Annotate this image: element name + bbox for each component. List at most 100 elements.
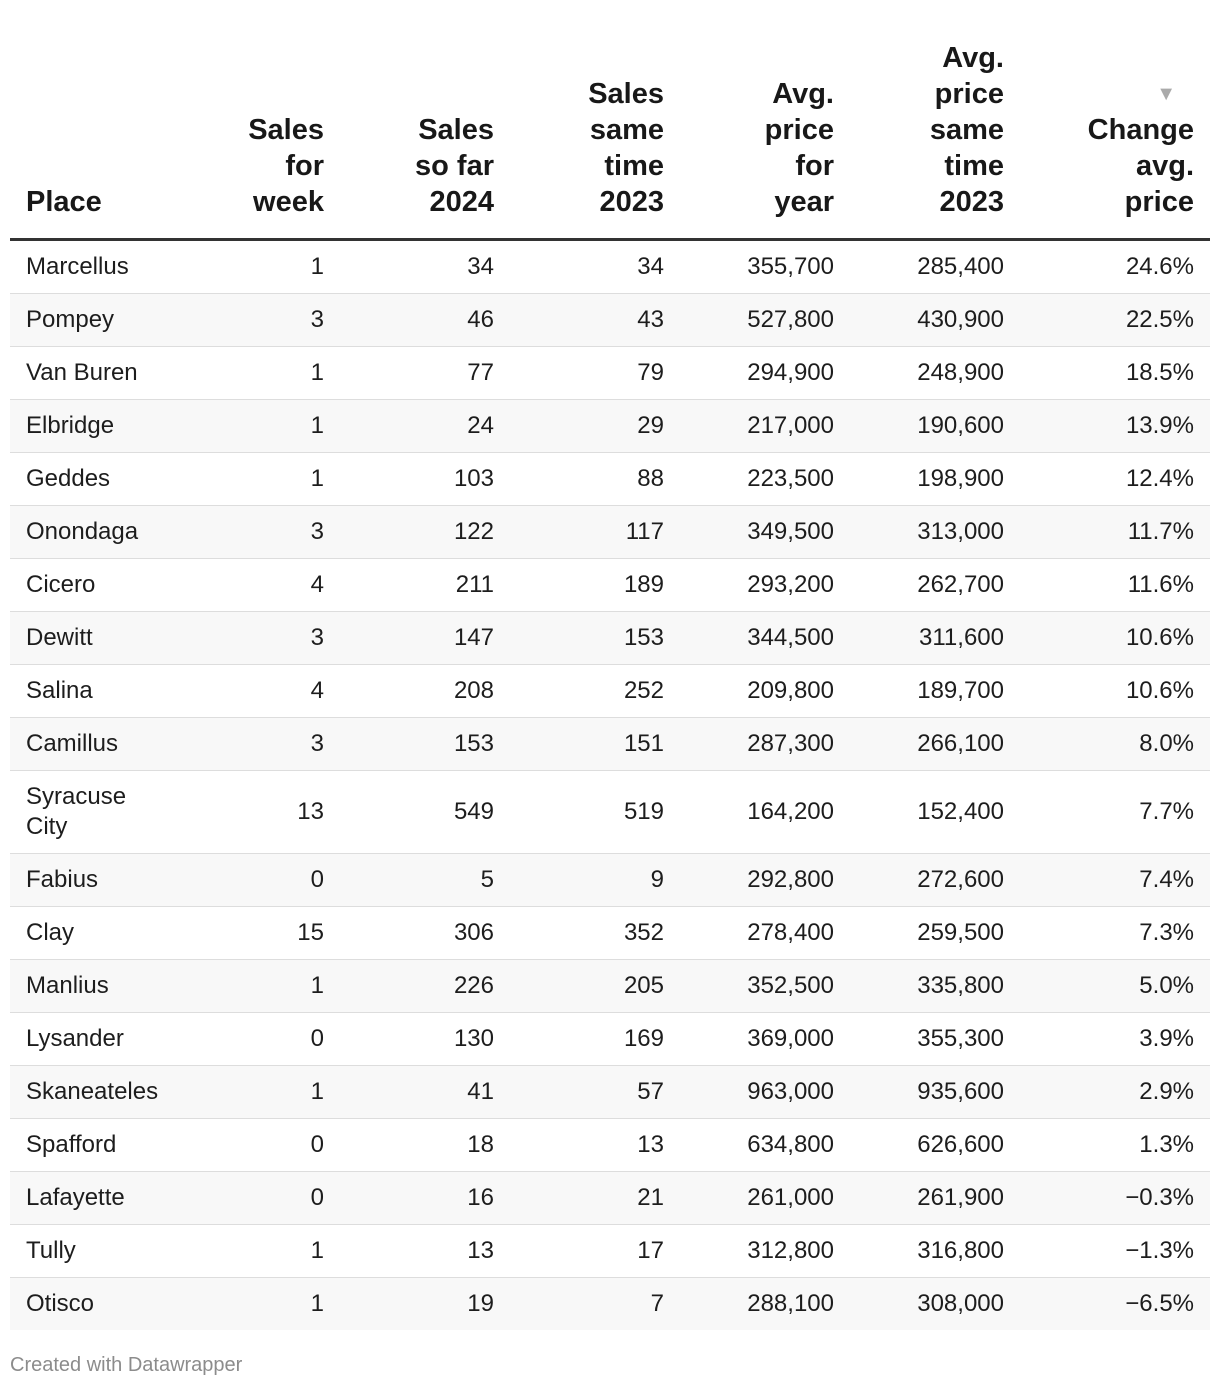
cell-place: Lysander <box>10 1012 170 1066</box>
cell-sales-so-far-2024: 19 <box>340 1277 510 1330</box>
cell-sales-same-time-2023: 169 <box>510 1012 680 1066</box>
cell-avg-price-for-year: 287,300 <box>680 717 850 771</box>
cell-avg-price-same-time-2023: 335,800 <box>850 959 1020 1013</box>
cell-sales-same-time-2023: 79 <box>510 346 680 400</box>
table-row: Skaneateles 1 41 57 963,000 935,600 2.9% <box>10 1065 1210 1119</box>
cell-avg-price-for-year: 223,500 <box>680 452 850 506</box>
cell-sales-same-time-2023: 57 <box>510 1065 680 1119</box>
column-header-change-avg-price[interactable]: ▼ Change avg. price <box>1020 40 1210 241</box>
table-row: Salina 4 208 252 209,800 189,700 10.6% <box>10 664 1210 718</box>
cell-change-avg-price: 12.4% <box>1020 452 1210 506</box>
cell-change-avg-price: 2.9% <box>1020 1065 1210 1119</box>
cell-sales-so-far-2024: 103 <box>340 452 510 506</box>
cell-place: Cicero <box>10 558 170 612</box>
cell-sales-for-week: 1 <box>170 1277 340 1330</box>
cell-sales-so-far-2024: 77 <box>340 346 510 400</box>
cell-sales-for-week: 3 <box>170 293 340 347</box>
cell-avg-price-same-time-2023: 316,800 <box>850 1224 1020 1278</box>
cell-sales-same-time-2023: 13 <box>510 1118 680 1172</box>
column-header-avg-price-for-year[interactable]: Avg. price for year <box>680 40 850 241</box>
cell-change-avg-price: 24.6% <box>1020 239 1210 294</box>
cell-sales-same-time-2023: 352 <box>510 906 680 960</box>
cell-avg-price-same-time-2023: 198,900 <box>850 452 1020 506</box>
cell-sales-for-week: 0 <box>170 1171 340 1225</box>
column-header-place[interactable]: Place <box>10 40 170 241</box>
cell-place: Elbridge <box>10 399 170 453</box>
cell-sales-same-time-2023: 205 <box>510 959 680 1013</box>
cell-place: Onondaga <box>10 505 170 559</box>
table-row: Spafford 0 18 13 634,800 626,600 1.3% <box>10 1118 1210 1172</box>
cell-avg-price-for-year: 349,500 <box>680 505 850 559</box>
table-row: Clay 15 306 352 278,400 259,500 7.3% <box>10 906 1210 960</box>
cell-change-avg-price: 8.0% <box>1020 717 1210 771</box>
cell-avg-price-for-year: 293,200 <box>680 558 850 612</box>
cell-avg-price-for-year: 164,200 <box>680 770 850 854</box>
cell-sales-for-week: 3 <box>170 717 340 771</box>
cell-avg-price-same-time-2023: 355,300 <box>850 1012 1020 1066</box>
cell-avg-price-for-year: 312,800 <box>680 1224 850 1278</box>
cell-change-avg-price: 1.3% <box>1020 1118 1210 1172</box>
cell-place: Lafayette <box>10 1171 170 1225</box>
cell-avg-price-same-time-2023: 308,000 <box>850 1277 1020 1330</box>
table-row: Onondaga 3 122 117 349,500 313,000 11.7% <box>10 505 1210 559</box>
cell-sales-for-week: 0 <box>170 853 340 907</box>
header-row: Place Sales for week Sales so far 2024 Sales… <box>10 40 1210 241</box>
table-row: Van Buren 1 77 79 294,900 248,900 18.5% <box>10 346 1210 400</box>
cell-avg-price-for-year: 634,800 <box>680 1118 850 1172</box>
cell-sales-same-time-2023: 29 <box>510 399 680 453</box>
cell-avg-price-same-time-2023: 313,000 <box>850 505 1020 559</box>
cell-change-avg-price: 11.7% <box>1020 505 1210 559</box>
cell-sales-same-time-2023: 252 <box>510 664 680 718</box>
cell-avg-price-for-year: 369,000 <box>680 1012 850 1066</box>
table-row: Manlius 1 226 205 352,500 335,800 5.0% <box>10 959 1210 1013</box>
cell-change-avg-price: 18.5% <box>1020 346 1210 400</box>
cell-sales-for-week: 3 <box>170 611 340 665</box>
table-row: Dewitt 3 147 153 344,500 311,600 10.6% <box>10 611 1210 665</box>
cell-change-avg-price: 11.6% <box>1020 558 1210 612</box>
cell-sales-so-far-2024: 208 <box>340 664 510 718</box>
cell-change-avg-price: 22.5% <box>1020 293 1210 347</box>
cell-place: Geddes <box>10 452 170 506</box>
table-row: Pompey 3 46 43 527,800 430,900 22.5% <box>10 293 1210 347</box>
cell-place: Clay <box>10 906 170 960</box>
cell-sales-so-far-2024: 226 <box>340 959 510 1013</box>
cell-sales-so-far-2024: 18 <box>340 1118 510 1172</box>
cell-avg-price-same-time-2023: 935,600 <box>850 1065 1020 1119</box>
cell-avg-price-same-time-2023: 261,900 <box>850 1171 1020 1225</box>
cell-place: Manlius <box>10 959 170 1013</box>
column-header-sales-so-far-2024[interactable]: Sales so far 2024 <box>340 40 510 241</box>
column-header-avg-price-same-time-2023[interactable]: Avg. price same time 2023 <box>850 40 1020 241</box>
footer-credit: Created with Datawrapper <box>10 1354 243 1376</box>
cell-avg-price-for-year: 217,000 <box>680 399 850 453</box>
cell-sales-so-far-2024: 147 <box>340 611 510 665</box>
cell-sales-for-week: 3 <box>170 505 340 559</box>
cell-sales-same-time-2023: 189 <box>510 558 680 612</box>
cell-sales-same-time-2023: 88 <box>510 452 680 506</box>
cell-avg-price-same-time-2023: 259,500 <box>850 906 1020 960</box>
cell-sales-for-week: 1 <box>170 959 340 1013</box>
cell-avg-price-same-time-2023: 285,400 <box>850 239 1020 294</box>
cell-sales-for-week: 0 <box>170 1012 340 1066</box>
cell-avg-price-same-time-2023: 272,600 <box>850 853 1020 907</box>
sort-descending-icon[interactable]: ▼ <box>1156 83 1176 105</box>
cell-change-avg-price: 7.7% <box>1020 770 1210 854</box>
cell-sales-same-time-2023: 34 <box>510 239 680 294</box>
cell-change-avg-price: 7.4% <box>1020 853 1210 907</box>
cell-sales-same-time-2023: 9 <box>510 853 680 907</box>
cell-avg-price-for-year: 355,700 <box>680 239 850 294</box>
cell-avg-price-same-time-2023: 626,600 <box>850 1118 1020 1172</box>
cell-place: Skaneateles <box>10 1065 170 1119</box>
cell-sales-so-far-2024: 41 <box>340 1065 510 1119</box>
cell-sales-so-far-2024: 5 <box>340 853 510 907</box>
cell-avg-price-for-year: 278,400 <box>680 906 850 960</box>
cell-sales-same-time-2023: 117 <box>510 505 680 559</box>
table-row: Marcellus 1 34 34 355,700 285,400 24.6% <box>10 239 1210 294</box>
cell-sales-so-far-2024: 34 <box>340 239 510 294</box>
column-header-sales-for-week[interactable]: Sales for week <box>170 40 340 241</box>
cell-change-avg-price: 5.0% <box>1020 959 1210 1013</box>
cell-place: Camillus <box>10 717 170 771</box>
cell-place: Otisco <box>10 1277 170 1330</box>
cell-avg-price-for-year: 527,800 <box>680 293 850 347</box>
column-header-sales-same-time-2023[interactable]: Sales same time 2023 <box>510 40 680 241</box>
cell-avg-price-same-time-2023: 430,900 <box>850 293 1020 347</box>
